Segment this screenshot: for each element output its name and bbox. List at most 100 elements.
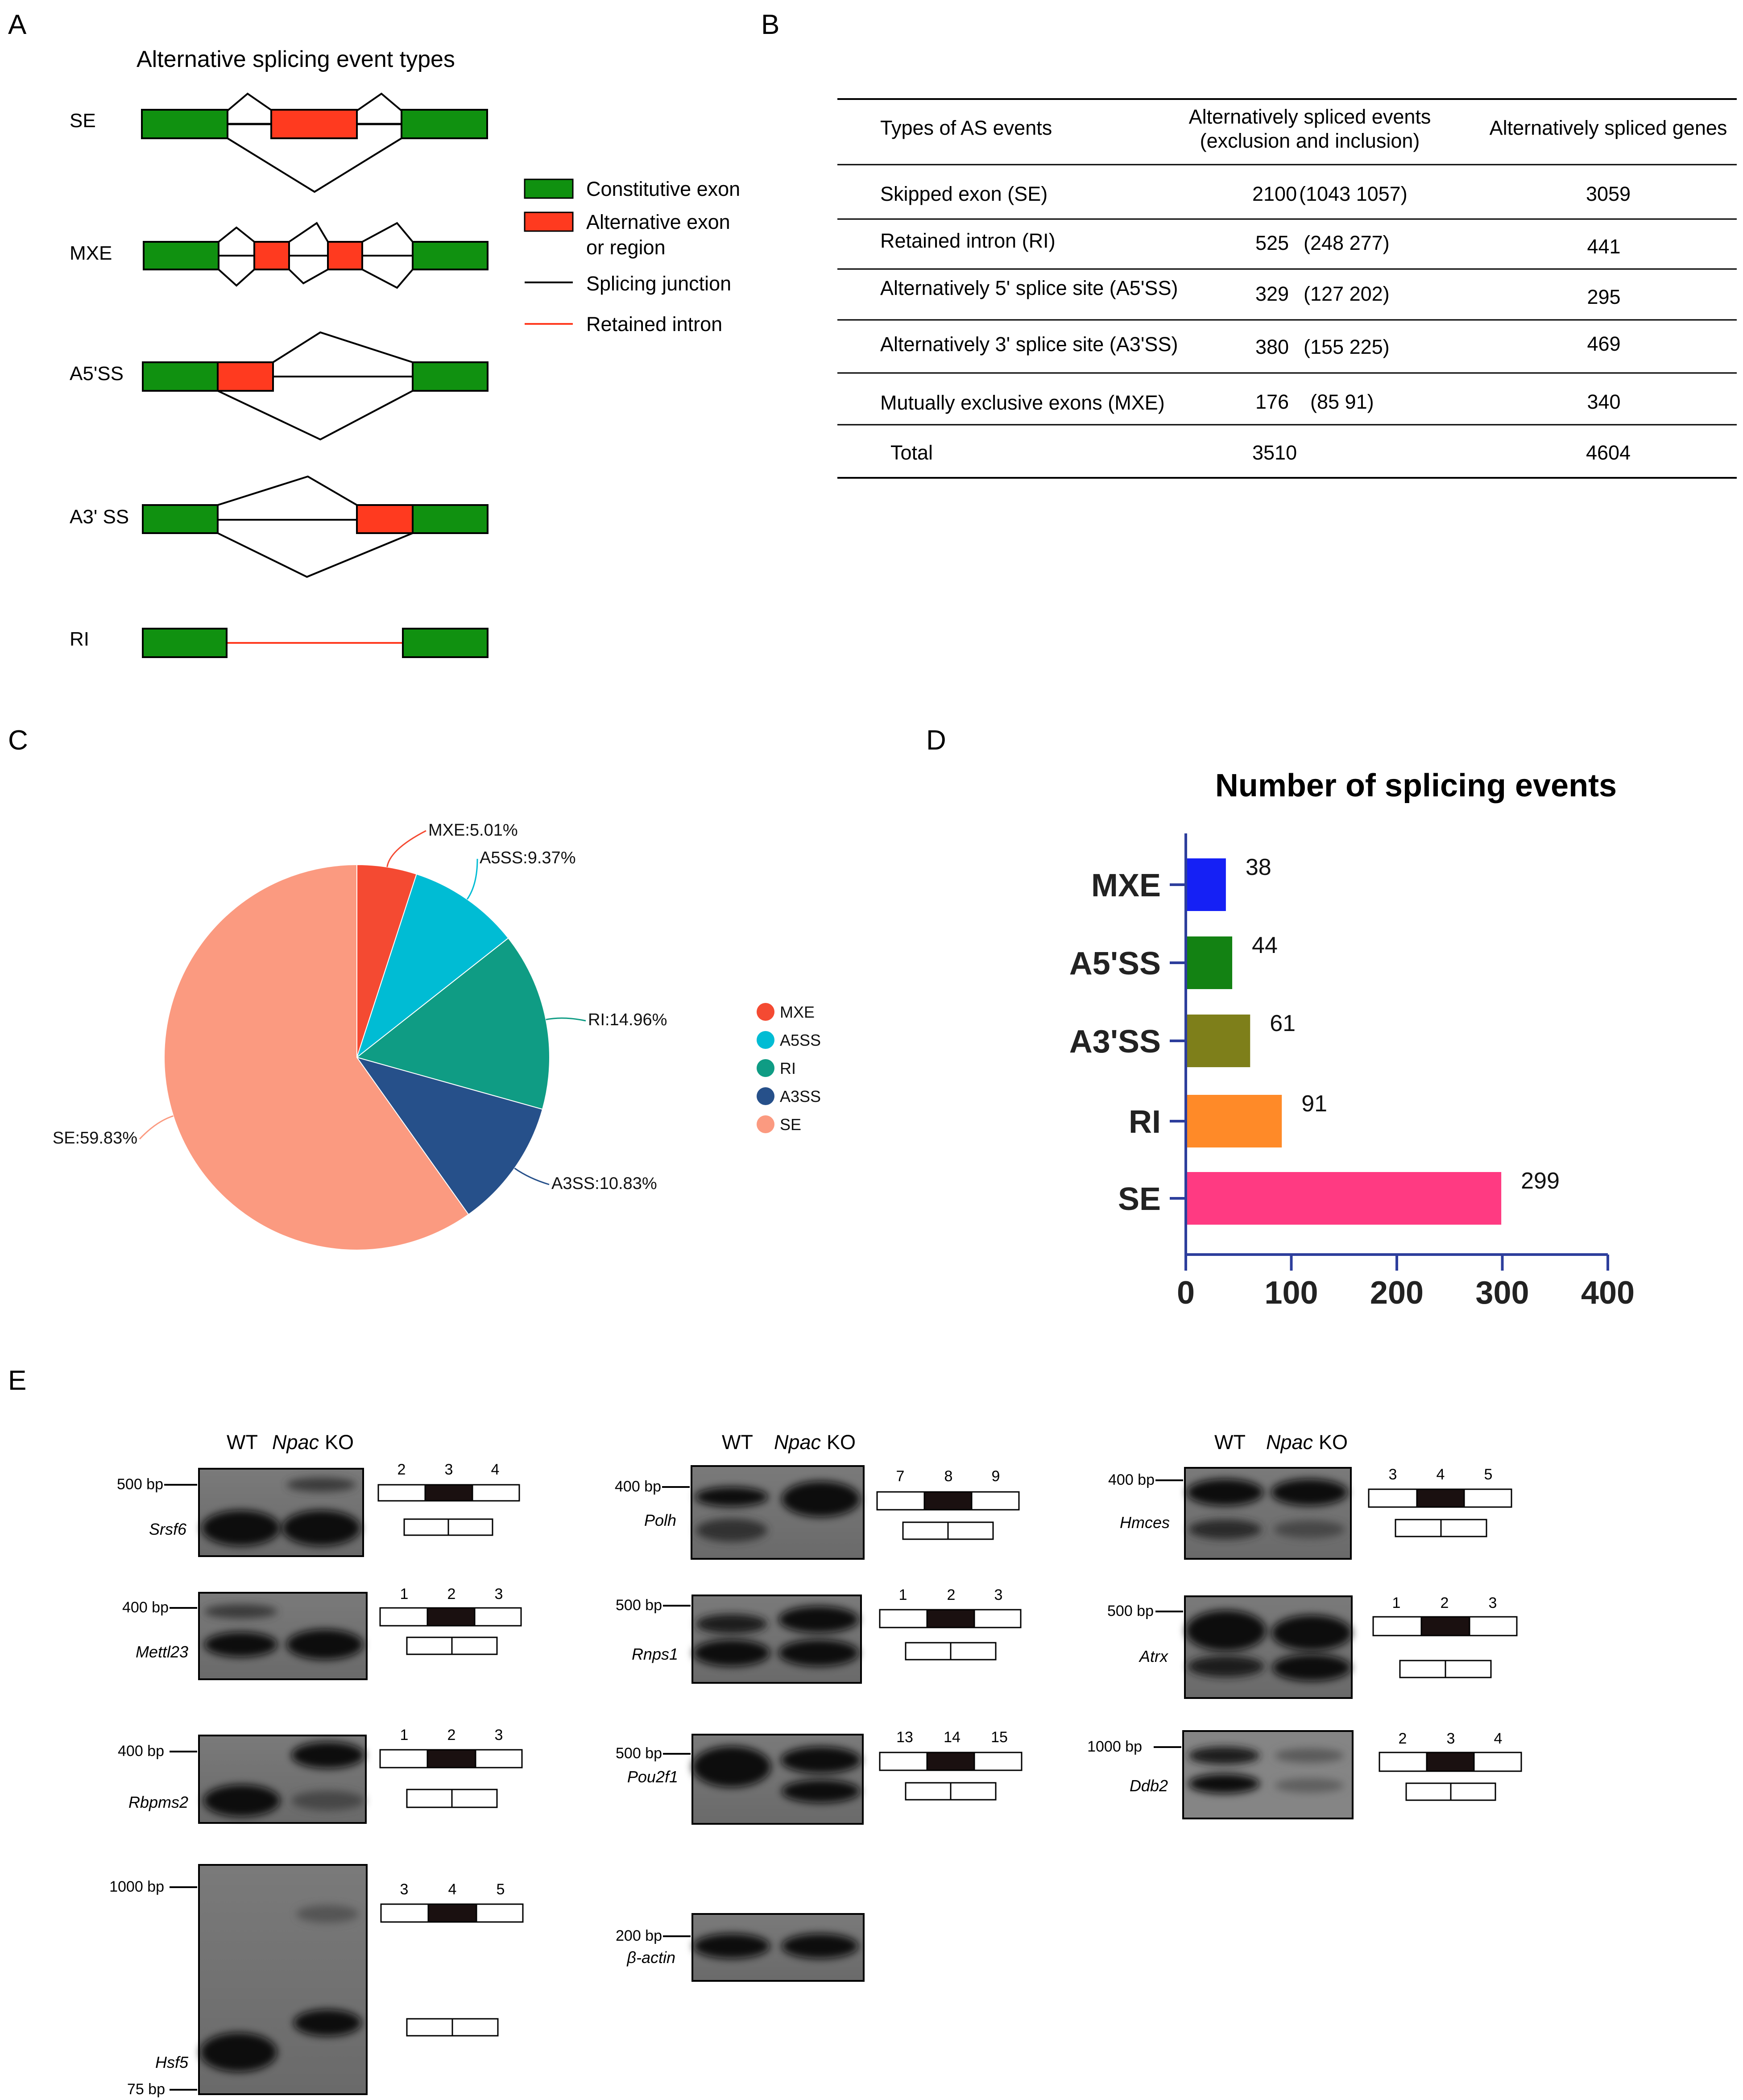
panel-a-title: Alternative splicing event types (137, 46, 455, 72)
panel-letter-a: A (8, 9, 27, 40)
gene-label: Rnps1 (632, 1645, 678, 1663)
svg-text:Npac: Npac (272, 1431, 319, 1454)
svg-text:Npac: Npac (774, 1431, 821, 1454)
ri-diagram (142, 628, 489, 658)
pie-leader-line (514, 1168, 550, 1185)
bar-value-label: 299 (1521, 1168, 1560, 1194)
pie-slice-a3ss (356, 1056, 543, 1215)
pie-leader-line (466, 858, 478, 900)
y-tick-label: RI (1129, 1104, 1161, 1140)
table-row-total: Total 3510 4604 (890, 441, 1631, 464)
panel-d-bar-chart: D Number of splicing events MXE 38 A5'SS 44… (926, 725, 1635, 1311)
bar-mxe (1187, 858, 1226, 911)
svg-text:5: 5 (497, 1881, 505, 1898)
exon-diagram (876, 1491, 1020, 1540)
svg-text:441: 441 (1587, 235, 1620, 258)
svg-text:4: 4 (1437, 1466, 1445, 1483)
svg-text:1: 1 (400, 1727, 409, 1744)
pie-labels: MXE:5.01% A5SS:9.37% RI:14.96% A3SS:10.83% S… (53, 821, 667, 1193)
exon-diagram (1379, 1752, 1522, 1801)
gene-label: Pou2f1 (627, 1768, 678, 1786)
legend-dot-se (757, 1115, 774, 1133)
svg-text:(155 225): (155 225) (1304, 336, 1390, 358)
pie-label-ri: RI:14.96% (588, 1011, 667, 1029)
svg-text:(127 202): (127 202) (1304, 282, 1390, 305)
svg-text:525: 525 (1255, 232, 1289, 254)
gel-mettl23: 400 bp Mettl23 1 2 3 (122, 1586, 522, 1680)
legend-constitutive-exon: Constitutive exon (586, 178, 740, 200)
pie-slice-a5ss (356, 873, 509, 1059)
gel-rnps1: 500 bp Rnps1 1 2 3 (616, 1586, 1022, 1684)
a5ss-diagram (142, 331, 489, 441)
svg-text:329: 329 (1255, 282, 1289, 305)
x-tick-label: 100 (1264, 1275, 1318, 1311)
pie-leader-line (139, 1115, 174, 1140)
panel-a: A Alternative splicing event types SE MX… (8, 9, 740, 658)
table-row: Mutually exclusive exons (MXE) 176 (85 9… (880, 390, 1621, 414)
panel-letter-c: C (8, 725, 28, 756)
svg-text:176: 176 (1255, 390, 1289, 413)
bar-value-label: 91 (1301, 1091, 1327, 1117)
bar-ri (1187, 1095, 1282, 1147)
exon-diagram (879, 1752, 1023, 1801)
svg-text:14: 14 (944, 1729, 961, 1746)
y-tick-label: MXE (1091, 868, 1161, 903)
panel-letter-b: B (761, 9, 779, 40)
exon-diagram (1368, 1488, 1512, 1537)
marker-label: 400 bp (615, 1478, 661, 1495)
header-genes: Alternatively spliced genes (1490, 116, 1727, 139)
gel-srsf6: 500 bp Srsf6 2 3 4 (117, 1461, 520, 1557)
marker-label: 200 bp (616, 1927, 662, 1944)
panel-a-legend: Constitutive exon Alternative exon or re… (524, 178, 740, 336)
x-tick-label: 200 (1370, 1275, 1424, 1311)
row-label-se: SE (70, 110, 96, 132)
svg-text:Total: Total (890, 441, 933, 464)
svg-text:5: 5 (1484, 1466, 1493, 1483)
gene-label: Hmces (1120, 1513, 1170, 1532)
marker-label: 400 bp (118, 1743, 164, 1760)
legend-swatch-alternative (524, 211, 574, 232)
svg-text:1: 1 (899, 1586, 907, 1603)
svg-text:Alternatively 3' splice site (: Alternatively 3' splice site (A3'SS) (880, 333, 1178, 356)
marker-label: 500 bp (616, 1597, 662, 1614)
svg-text:3: 3 (1489, 1595, 1497, 1611)
svg-text:2: 2 (1399, 1730, 1407, 1747)
legend-dot-mxe (757, 1003, 774, 1021)
svg-text:3: 3 (445, 1461, 453, 1478)
gene-label: Hsf5 (155, 2053, 189, 2071)
gel-ddb2: 1000 bp Ddb2 2 3 4 (1087, 1730, 1522, 1819)
y-tick-label: A3'SS (1069, 1024, 1161, 1060)
marker-label-low: 75 bp (127, 2081, 165, 2098)
svg-text:1: 1 (1392, 1595, 1401, 1611)
svg-text:3059: 3059 (1586, 182, 1631, 205)
svg-text:WT: WT (227, 1431, 258, 1454)
svg-text:3: 3 (495, 1586, 503, 1603)
bar-se (1187, 1172, 1502, 1225)
svg-text:3: 3 (400, 1881, 409, 1898)
row-label-mxe: MXE (70, 242, 112, 264)
gel-hmces: 400 bp Hmces 3 4 5 (1108, 1466, 1512, 1560)
table-row: Skipped exon (SE) 2100 (1043 1057) 3059 (880, 182, 1631, 205)
pie-label-mxe: MXE:5.01% (428, 821, 518, 840)
pie-label-se: SE:59.83% (53, 1129, 137, 1147)
marker-label: 400 bp (1108, 1471, 1155, 1488)
svg-text:4604: 4604 (1586, 441, 1631, 464)
exon-diagram (879, 1609, 1022, 1661)
gene-label: Polh (644, 1511, 676, 1529)
col-header-2: WT Npac KO (722, 1431, 856, 1454)
panel-letter-e: E (8, 1365, 26, 1396)
legend-label-mxe: MXE (780, 1003, 815, 1021)
legend-label-a5ss: A5SS (780, 1031, 821, 1049)
header-events-sub: (exclusion and inclusion) (1200, 129, 1420, 152)
bar-value-label: 44 (1252, 932, 1278, 958)
svg-text:2: 2 (447, 1586, 456, 1603)
svg-text:7: 7 (896, 1468, 905, 1485)
gel-atrx: 500 bp Atrx 1 2 3 (1107, 1595, 1518, 1699)
marker-label: 500 bp (616, 1745, 662, 1762)
svg-text:3510: 3510 (1252, 441, 1297, 464)
x-tick-label: 300 (1475, 1275, 1529, 1311)
panel-e-gels: E WT Npac KO WT Npac KO WT Npac KO 500 b… (8, 1365, 1522, 2098)
svg-text:340: 340 (1587, 390, 1620, 413)
pie-slices (164, 864, 551, 1251)
